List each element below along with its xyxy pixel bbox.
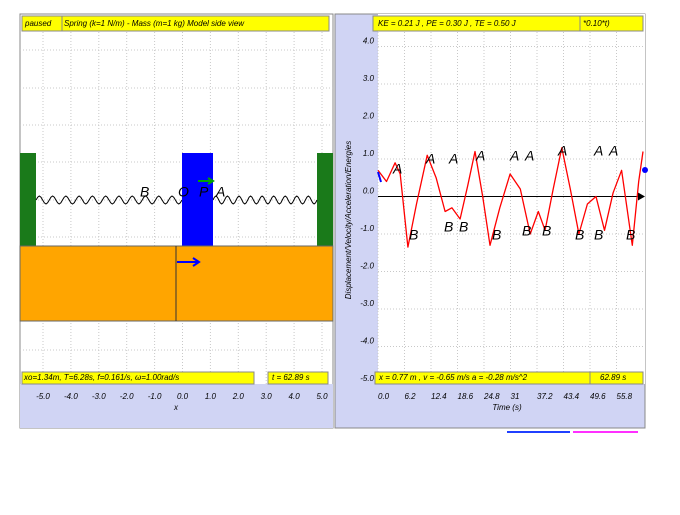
x-tick-label: -1.0 [148, 392, 162, 401]
curve-label: B [492, 227, 501, 243]
x-tick-label: 4.0 [289, 392, 301, 401]
velocity-arrow [177, 257, 201, 267]
label: B [140, 184, 149, 200]
y-tick-label: 3.0 [363, 74, 375, 83]
left-time: t = 62.89 s [272, 373, 310, 382]
curve-label: A [425, 151, 435, 167]
right-info: x = 0.77 m , v = -0.65 m/s a = -0.28 m/s… [378, 373, 528, 382]
curve-label: B [444, 219, 453, 235]
y-tick-label: -4.0 [360, 337, 374, 346]
x-tick-label: 18.6 [458, 392, 474, 401]
left-info: xo=1.34m, T=6.28s, f=0.161/s, ω=1.00rad/… [23, 373, 179, 382]
curve-label: A [392, 161, 402, 177]
curve-label: A [509, 148, 519, 164]
plot-area [378, 14, 645, 384]
y-tick-label: 1.0 [363, 149, 375, 158]
y-tick-label: 4.0 [363, 37, 375, 46]
curve-label: B [594, 227, 603, 243]
x-tick-label: 43.4 [564, 392, 580, 401]
spring-right [212, 195, 318, 205]
status: paused [24, 19, 52, 28]
x-tick-label: 31 [511, 392, 520, 401]
info-bar [374, 371, 644, 385]
curve-label: B [409, 227, 418, 243]
x-tick-label: 0.0 [177, 392, 189, 401]
x-tick-label: 37.2 [537, 392, 553, 401]
axis-arrow [638, 192, 645, 201]
marker [642, 167, 648, 173]
label: A [215, 184, 225, 200]
data-line [377, 147, 644, 248]
x-tick-label: 3.0 [261, 392, 273, 401]
left-axis-area [20, 384, 333, 428]
right-time: 62.89 s [600, 373, 626, 382]
x-tick-label: -3.0 [92, 392, 106, 401]
time-bar [267, 371, 329, 385]
x-tick-label: 2.0 [232, 392, 245, 401]
x-tick-label: 55.8 [617, 392, 633, 401]
curve-label: A [524, 148, 534, 164]
marker [377, 171, 382, 183]
y-tick-label: 0.0 [363, 187, 375, 196]
label: O [178, 184, 189, 200]
y-tick-label: -2.0 [360, 262, 374, 271]
curve-label: A [593, 143, 603, 159]
x-tick-label: 5.0 [316, 392, 328, 401]
label: P [199, 184, 209, 200]
curve-label: A [557, 143, 567, 159]
accel-arrow [198, 177, 215, 185]
x-tick-label: -2.0 [120, 392, 134, 401]
left-title: Spring (k=1 N/m) - Mass (m=1 kg) Model s… [64, 19, 245, 28]
curve-label: B [459, 219, 468, 235]
left-panel [19, 13, 334, 429]
x-tick-label: 6.2 [405, 392, 417, 401]
right-wall [317, 153, 333, 246]
mass [182, 153, 213, 246]
y-tick-label: -5.0 [360, 374, 374, 383]
x-tick-label: -5.0 [36, 392, 50, 401]
y-tick-label: 2.0 [362, 112, 375, 121]
x-tick-label: 0.0 [378, 392, 390, 401]
energy-text: KE = 0.21 J , PE = 0.30 J , TE = 0.50 J [378, 19, 517, 28]
x-tick-label: 24.8 [483, 392, 500, 401]
x-axis-label: Time (s) [492, 403, 522, 412]
energy-bar [372, 15, 644, 32]
x-tick-label: 12.4 [431, 392, 447, 401]
x-tick-label: 49.6 [590, 392, 606, 401]
x-tick-label: -4.0 [64, 392, 78, 401]
info-bar [21, 371, 255, 385]
spring-left [35, 195, 183, 205]
y-axis-label: Displacement/Velocity/Acceleration/Energ… [344, 141, 353, 299]
curve-label: A [448, 151, 458, 167]
y-tick-label: -3.0 [360, 299, 374, 308]
x-tick-label: 1.0 [205, 392, 217, 401]
title-bar [21, 15, 330, 32]
curve-label: B [626, 227, 635, 243]
curve-label: A [475, 148, 485, 164]
curve-label: A [608, 143, 618, 159]
x-axis-label: x [173, 403, 179, 412]
curve-label: B [542, 223, 551, 239]
y-tick-label: -1.0 [360, 224, 374, 233]
left-wall [20, 153, 36, 246]
curve-label: B [522, 223, 531, 239]
formula-text: *0.10*t) [583, 19, 610, 28]
curve-label: B [575, 227, 584, 243]
